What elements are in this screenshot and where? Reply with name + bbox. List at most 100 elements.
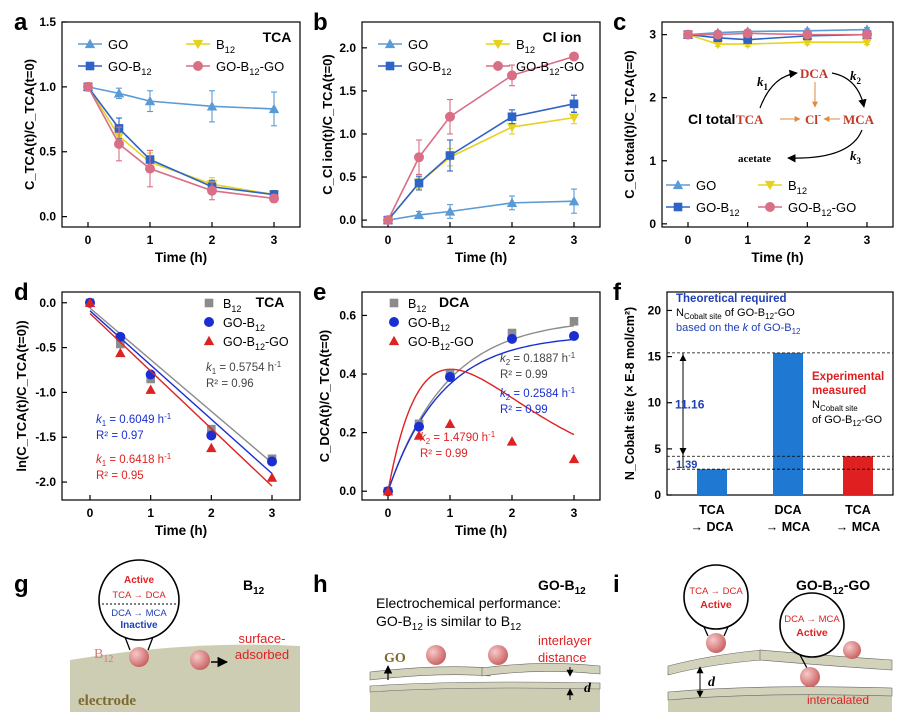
data-point: [116, 339, 125, 349]
scheme-arrow-dca-mca: [831, 72, 867, 108]
legend-label-main: GO-B: [408, 335, 440, 349]
g-zoom-stem-r: [147, 636, 154, 651]
x-tick-label: 3: [571, 233, 578, 247]
y-tick-label: 0.0: [339, 484, 356, 498]
legend-label-sub: 12: [231, 304, 241, 314]
theory-of: of GO-B: [748, 322, 791, 334]
theory-line2: NCobalt site of GO-B12-GO: [676, 307, 795, 321]
plot-frame: [361, 291, 601, 501]
k-sub: 1: [212, 367, 217, 376]
k-annotation: k2 = 1.4790 h-1: [420, 430, 496, 446]
reaction-scheme: DCA TCA Cl- MCA acetate k1 k2 k3: [736, 66, 875, 166]
x-tick-label: 1: [744, 233, 751, 247]
legend-label-sub: 12: [797, 186, 807, 196]
scheme-k1-sub: 1: [764, 82, 769, 92]
legend-label: GO-B12-GO: [223, 335, 289, 352]
plot-frame: [61, 21, 301, 228]
theory-based: based on the: [676, 322, 743, 334]
x-tick-label: 3: [571, 506, 578, 520]
data-point: [382, 486, 394, 496]
h-text2-b: is similar to B: [423, 613, 510, 629]
legend-label: GO-B12: [108, 59, 152, 77]
i-ball-2: [800, 667, 820, 687]
data-point: [114, 138, 124, 149]
g-b12-b: B: [94, 647, 103, 662]
category-label: DCA: [774, 503, 801, 517]
y-tick-label: 0.5: [339, 170, 356, 184]
g-inactive: Inactive: [120, 620, 158, 631]
y-axis-title: C_Cl ion(t)/C_TCA(t=0): [320, 54, 335, 194]
y-axis-title: C_TCA(t)/C_TCA(t=0): [22, 59, 37, 190]
legend-label-main: GO-B: [216, 59, 249, 74]
legend-marker: [492, 39, 504, 50]
x-tick-label: 1: [147, 233, 154, 247]
h-text2-a: GO-B: [376, 613, 412, 629]
i-electrode: [668, 692, 892, 712]
data-point: [802, 38, 813, 48]
y-tick-label: 2.0: [339, 41, 356, 55]
chart-title: Cl ion: [543, 29, 582, 45]
g-ball-2: [190, 650, 210, 670]
k-unit: -1: [488, 430, 496, 439]
data-point: [83, 81, 93, 92]
x-tick-label: 3: [269, 506, 276, 520]
x-tick-label: 1: [447, 233, 454, 247]
legend-label-main: B: [223, 297, 231, 311]
k-unit: -1: [568, 386, 576, 395]
k-symbol: k: [96, 414, 103, 426]
legend-label-main: GO: [696, 178, 716, 193]
legend-marker: [193, 61, 203, 71]
h-text2-sub2: 12: [510, 622, 522, 633]
bar-1: [773, 352, 803, 495]
x-tick-label: 0: [87, 506, 94, 520]
data-point: [266, 472, 278, 482]
x-axis-title: Time (h): [455, 250, 507, 265]
electrode-surface: [70, 644, 300, 712]
data-point: [712, 29, 723, 40]
y-axis-title: C_DCA(t)/C_TCA(t=0): [317, 330, 332, 463]
diff-label: 1.39: [676, 459, 697, 471]
scheme-k2-k: k: [850, 68, 857, 83]
y-tick-label: 1.5: [39, 15, 56, 29]
y-tick-label: 0.4: [339, 367, 356, 381]
g-surface-1: surface-: [239, 631, 286, 646]
exp-line3: NCobalt site: [812, 399, 858, 413]
data-point: [712, 39, 724, 50]
legend-label-tail: -GO: [832, 200, 857, 215]
legend-label-main: GO-B: [408, 316, 440, 330]
theory-n-tail: of GO-B: [722, 307, 765, 319]
y-tick-label: 1.0: [39, 80, 56, 94]
legend-marker: [673, 202, 683, 212]
legend-label-main: B: [788, 178, 797, 193]
legend-label: GO-B12: [408, 59, 452, 77]
legend-marker: [192, 39, 204, 50]
legend-label-sub: 12: [255, 323, 265, 333]
legend-label: GO: [696, 178, 716, 193]
exp-of: of GO-B: [812, 414, 852, 426]
data-point: [802, 29, 813, 40]
y-tick-label: -1.0: [35, 385, 56, 399]
scheme-arrow-tca-dca: [759, 69, 798, 109]
data-point: [144, 95, 156, 106]
panel-letter-d: d: [14, 279, 29, 306]
scheme-k1-k: k: [757, 74, 764, 89]
data-point: [267, 456, 277, 467]
r2-annotation: R² = 0.95: [96, 470, 144, 482]
theory-title: Theoretical required: [676, 293, 787, 305]
g-r1: TCA → DCA: [112, 590, 166, 601]
scheme-k3: k3: [850, 148, 862, 166]
panel-letter-c: c: [613, 9, 626, 36]
y-tick-label: 15: [648, 350, 662, 364]
y-tick-label: -2.0: [35, 475, 56, 489]
x-tick-label: 3: [271, 233, 278, 247]
legend-label: B12: [788, 178, 807, 196]
k-sub: 1: [102, 419, 107, 428]
legend-label-tail: -GO: [450, 335, 474, 349]
legend-marker: [672, 179, 684, 190]
legend-label-main: GO-B: [223, 316, 255, 330]
k-annotation: k2 = 0.1887 h-1: [500, 351, 576, 367]
h-text2-sub: 12: [412, 622, 424, 633]
x-axis-title: Time (h): [155, 250, 207, 265]
h-go-sheet-1: [369, 666, 491, 681]
category-label: → DCA: [690, 520, 733, 534]
